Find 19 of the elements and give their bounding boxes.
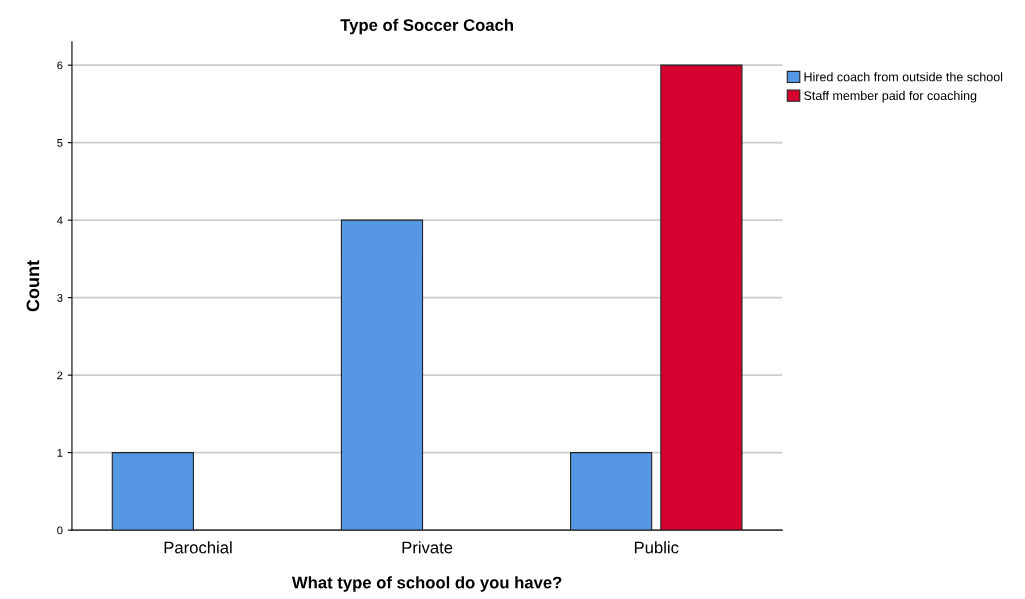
y-tick-label: 4: [57, 216, 63, 225]
bar: [111, 452, 194, 531]
y-tick-label: 6: [57, 61, 63, 70]
chart-title: Type of Soccer Coach: [340, 18, 513, 35]
y-tick-label: 2: [57, 371, 63, 380]
y-axis-title: Count: [26, 260, 40, 312]
x-tick-label: Parochial: [164, 541, 232, 554]
y-tick-label: 3: [57, 293, 63, 302]
y-tick-label: 1: [57, 449, 63, 457]
x-tick-label: Private: [402, 541, 453, 554]
y-tick-label: 5: [57, 139, 63, 147]
x-tick-label: Public: [634, 541, 679, 554]
x-axis-title: What type of school do you have?: [291, 576, 562, 592]
y-tick-label: 0: [57, 526, 63, 535]
bar: [660, 64, 743, 531]
bar: [340, 219, 424, 531]
legend-label: Staff member paid for coaching: [804, 90, 977, 103]
legend-label: Hired coach from outside the school: [804, 72, 1003, 82]
bar: [570, 452, 653, 531]
